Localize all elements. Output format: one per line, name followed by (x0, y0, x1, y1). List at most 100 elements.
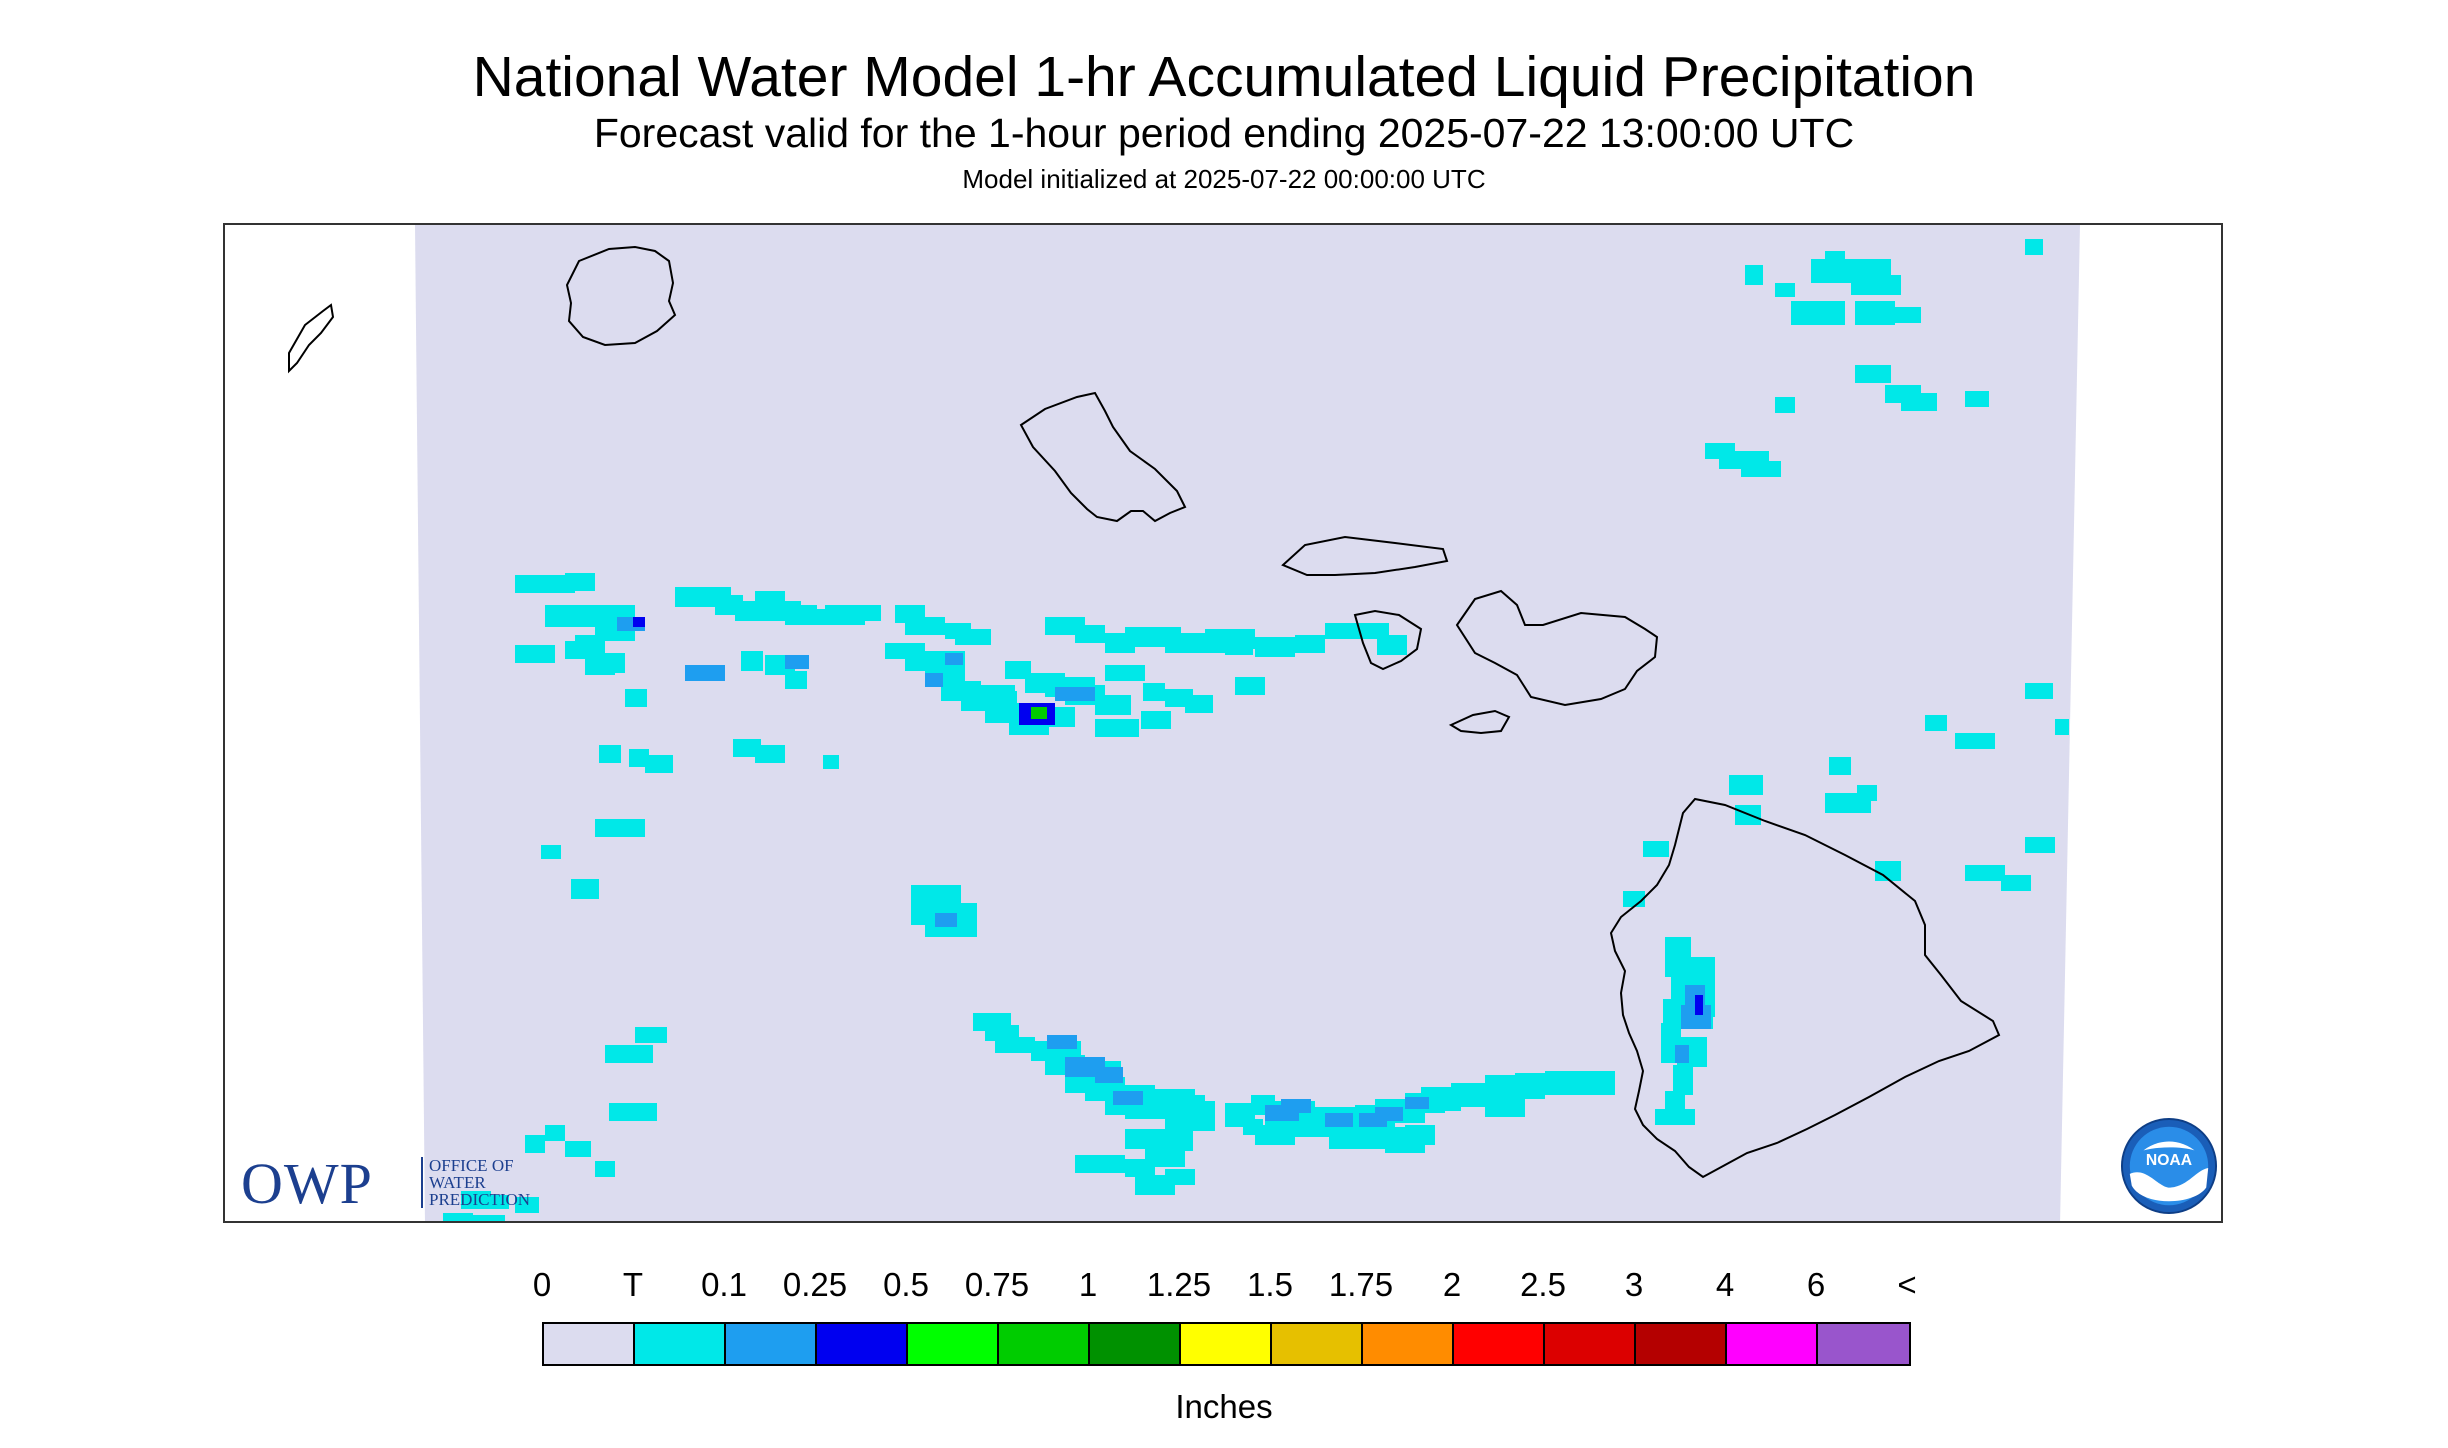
precip-cell (1235, 677, 1265, 695)
precip-cell (1255, 1125, 1295, 1145)
precip-cell (571, 879, 599, 899)
noaa-logo-text: NOAA (2146, 1152, 2192, 1169)
maui-island (1455, 589, 1659, 707)
legend-swatch (1727, 1324, 1818, 1364)
precip-cell (1875, 861, 1901, 881)
precip-cell (925, 673, 943, 687)
legend-tick-label: 1.5 (1247, 1266, 1293, 1303)
model-init-time: Model initialized at 2025-07-22 00:00:00… (962, 164, 1486, 194)
precip-cell (1729, 775, 1763, 795)
precip-cell (1095, 695, 1131, 715)
precip-cell (945, 653, 963, 665)
precip-cell (599, 745, 621, 763)
precip-cell (541, 845, 561, 859)
legend-tick-label: 0 (532, 1266, 552, 1303)
legend-tick-label: 2.5 (1520, 1266, 1566, 1303)
precip-cell (749, 745, 765, 757)
precip-cell (1695, 995, 1703, 1015)
precip-cell (823, 755, 839, 769)
legend-swatch (635, 1324, 726, 1364)
noaa-logo: NOAA (2120, 1117, 2218, 1215)
legend-tick-label: 0.25 (782, 1266, 848, 1303)
precip-cell (1163, 1131, 1193, 1151)
precip-cell (635, 1027, 667, 1043)
model-domain (415, 225, 2080, 1221)
precip-cell (1865, 307, 1921, 323)
legend-swatch (1454, 1324, 1545, 1364)
legend-swatch (1818, 1324, 1909, 1364)
precip-cell (565, 1141, 591, 1157)
precip-cell (461, 1191, 491, 1209)
precip-cell (2055, 719, 2069, 735)
precip-cell (2025, 239, 2043, 255)
legend-swatch (1545, 1324, 1636, 1364)
precip-cell (1405, 1097, 1429, 1109)
precip-cell (1005, 661, 1031, 679)
precip-cell (1075, 625, 1105, 643)
precip-cell (1295, 635, 1325, 653)
legend-swatch (544, 1324, 635, 1364)
precip-cell (1565, 1071, 1615, 1095)
precip-cell (1031, 707, 1047, 719)
precip-cell (525, 1135, 545, 1153)
precip-cell (605, 1045, 653, 1063)
precip-cell (645, 755, 673, 773)
precip-cell (1185, 695, 1213, 713)
kahoolawe-island (1448, 709, 1511, 735)
precip-cell (1289, 1117, 1329, 1137)
precip-cell (515, 575, 575, 593)
precip-cell (1829, 757, 1851, 775)
legend-swatch (1636, 1324, 1727, 1364)
precip-cell (1745, 265, 1763, 285)
precip-cell (935, 913, 957, 927)
legend-swatch (1272, 1324, 1363, 1364)
owp-logo-subtitle: OFFICE OF WATER PREDICTION (421, 1157, 530, 1208)
precip-cell (1165, 1101, 1215, 1131)
precip-cell (785, 671, 807, 689)
map-frame: OWP OFFICE OF WATER PREDICTION NOAA (223, 223, 2223, 1223)
precip-cell (1655, 1109, 1695, 1125)
precip-cell (1225, 635, 1253, 655)
precip-cell (1405, 1125, 1435, 1145)
precip-cell (625, 689, 647, 707)
precip-cell (1775, 397, 1795, 413)
legend-tick-label: < (1897, 1266, 1917, 1303)
owp-logo-line2: WATER (429, 1173, 486, 1192)
precip-cell (565, 573, 595, 591)
legend-tick-label: 0.5 (883, 1266, 929, 1303)
precip-cell (785, 655, 809, 669)
precip-cell (1141, 711, 1171, 729)
precip-cell (905, 617, 945, 635)
precip-cell (955, 629, 991, 645)
legend-swatch (1090, 1324, 1181, 1364)
precip-cell (685, 665, 725, 681)
precip-cell (1375, 1107, 1403, 1121)
legend-swatch (1363, 1324, 1454, 1364)
precip-cell (545, 1125, 565, 1141)
precip-cell (995, 1037, 1035, 1053)
legend-tick-label: 1.75 (1328, 1266, 1394, 1303)
precip-cell (1095, 719, 1139, 737)
precip-cell (1325, 623, 1365, 639)
precip-cell (1855, 365, 1891, 383)
legend-tick-label: 4 (1715, 1266, 1735, 1303)
precip-cell (1281, 1099, 1311, 1113)
precip-cell (1673, 1065, 1693, 1095)
precip-cell (515, 645, 555, 663)
precip-map (288, 225, 2080, 1221)
precip-cell (595, 1161, 615, 1177)
precip-cell (1775, 283, 1795, 297)
owp-logo: OWP OFFICE OF WATER PREDICTION (241, 1155, 561, 1215)
niihau-island (288, 303, 335, 374)
precip-cell (2025, 683, 2053, 699)
legend-swatch (1181, 1324, 1272, 1364)
precip-cell (1047, 1035, 1077, 1049)
precip-cell (1965, 391, 1989, 407)
precip-cell (465, 1215, 505, 1221)
precip-cell (1485, 1097, 1525, 1117)
precip-cell (1165, 1169, 1195, 1185)
legend-swatch (817, 1324, 908, 1364)
precip-cell (1325, 1113, 1353, 1127)
precip-cell (585, 655, 615, 675)
precip-cell (609, 1103, 657, 1121)
